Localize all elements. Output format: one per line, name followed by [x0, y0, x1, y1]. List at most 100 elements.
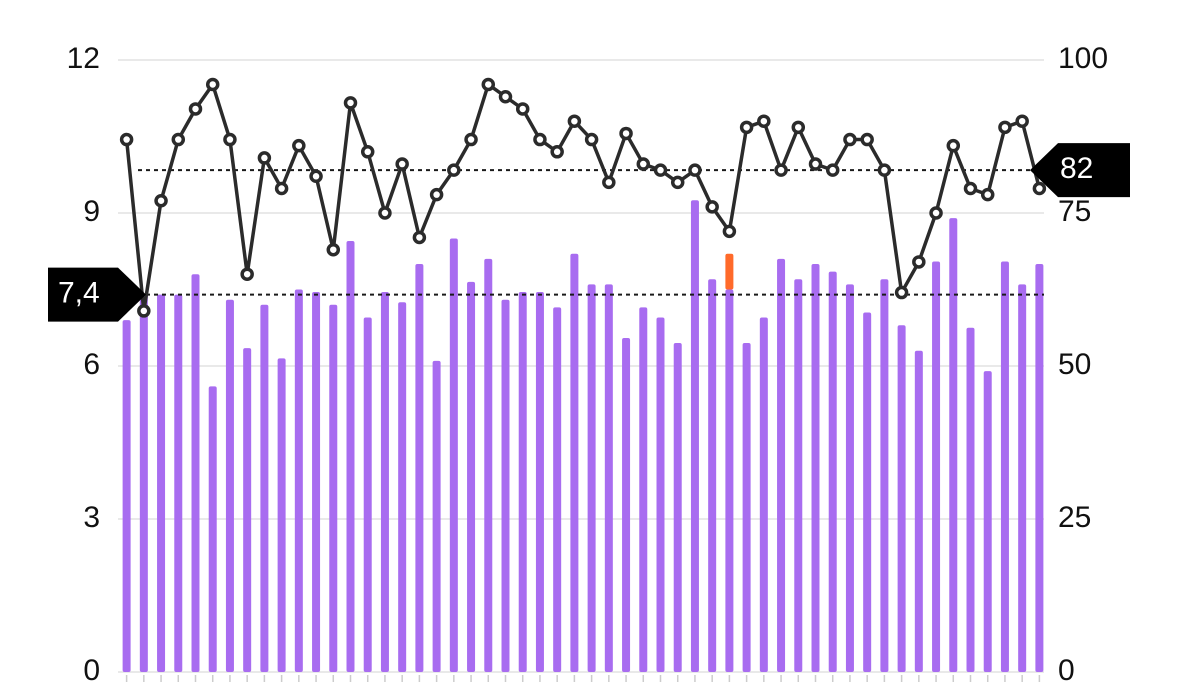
line-point [223, 132, 237, 147]
reference-badge [48, 267, 146, 322]
line-point [292, 138, 306, 153]
line-point [137, 304, 151, 318]
y-tick-label: 6 [83, 348, 100, 381]
line-point [154, 194, 168, 208]
bar [622, 337, 631, 672]
bar [398, 302, 407, 672]
bar [949, 218, 958, 672]
line-point [343, 96, 358, 110]
bar [225, 299, 234, 672]
line-point [429, 187, 444, 202]
bar [604, 284, 613, 672]
y-tick-label: 0 [83, 654, 100, 685]
bar [708, 279, 717, 672]
bar [725, 253, 734, 290]
y-tick-label: 9 [83, 195, 100, 228]
line-point [481, 77, 496, 92]
line-point [567, 114, 582, 128]
bar [690, 200, 699, 672]
bar [346, 241, 355, 673]
line-point [274, 181, 289, 196]
bar [329, 304, 338, 672]
bar [742, 343, 751, 672]
line-point [188, 102, 203, 116]
bar [1000, 261, 1009, 672]
bar [656, 317, 665, 672]
bar [828, 271, 837, 672]
line-point [739, 120, 754, 135]
line-point [326, 242, 341, 257]
bar [966, 327, 975, 672]
line-point [240, 267, 254, 281]
line-point [774, 163, 788, 177]
line-point [757, 114, 771, 128]
y2-tick-label: 50 [1058, 348, 1091, 381]
bar [725, 289, 734, 672]
bar [243, 348, 252, 672]
bar [174, 294, 183, 672]
line-point [998, 120, 1012, 135]
bar [380, 292, 389, 672]
line-point [171, 132, 186, 147]
bar [139, 294, 148, 672]
line-point [257, 151, 272, 165]
bar [914, 350, 923, 672]
line-point [912, 255, 926, 269]
bar [294, 289, 303, 672]
bar [983, 371, 992, 672]
line-point [550, 145, 564, 159]
line-point [860, 132, 874, 147]
bar [777, 258, 786, 672]
bar [277, 358, 286, 672]
bar [863, 312, 872, 672]
reference-badge [1030, 143, 1130, 198]
line-point [980, 187, 995, 202]
line-point [584, 132, 599, 147]
bar [1018, 284, 1027, 672]
line-point [808, 157, 823, 171]
bar [1035, 264, 1044, 672]
bar [122, 320, 131, 672]
line-point [498, 89, 513, 104]
line-point [843, 132, 857, 147]
line-point [688, 163, 702, 177]
line-point [515, 102, 530, 116]
bar [587, 284, 596, 672]
bar [794, 279, 803, 672]
line-point [722, 224, 737, 239]
bar [449, 238, 458, 672]
line-point [963, 181, 978, 196]
y2-tick-label: 75 [1058, 195, 1091, 228]
bar [880, 279, 889, 672]
bar [467, 281, 476, 672]
line-point [670, 175, 685, 190]
bar [501, 299, 510, 672]
line-point [533, 132, 547, 147]
line-point [395, 157, 409, 171]
line-point [464, 132, 478, 147]
line-point [791, 120, 806, 135]
bar [260, 304, 269, 672]
line-point [653, 163, 668, 177]
y2-tick-label: 0 [1058, 654, 1075, 685]
line-point [412, 230, 427, 245]
line-point [1032, 181, 1047, 196]
line-point [447, 163, 461, 177]
y2-tick-label: 25 [1058, 501, 1091, 534]
bar [415, 264, 424, 672]
bar [432, 360, 441, 672]
line-point [825, 163, 840, 177]
bar [897, 325, 906, 672]
line [124, 82, 1042, 313]
bar [639, 307, 648, 672]
line-point [619, 126, 633, 141]
line-point [946, 138, 961, 153]
line-point [378, 206, 392, 220]
line-point [309, 169, 323, 184]
bar [673, 343, 682, 672]
bar [363, 317, 372, 672]
bar [570, 253, 579, 673]
bar [208, 386, 217, 672]
y-tick-label: 12 [67, 42, 100, 75]
